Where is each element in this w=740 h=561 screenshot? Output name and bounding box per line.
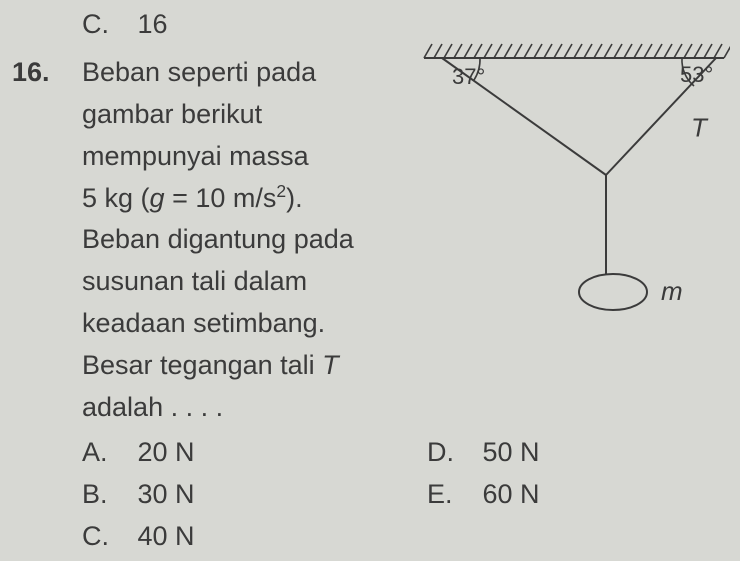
stem-line: Beban seperti pada <box>82 52 412 94</box>
option-label: C. <box>82 516 130 558</box>
stem-line: 5 kg (g = 10 m/s2). <box>82 178 412 220</box>
option-value: 50 N <box>483 437 540 467</box>
question-number: 16. <box>12 52 50 94</box>
physics-diagram: 37° 53° Tm <box>418 40 730 340</box>
previous-option-row: C. 16 <box>82 4 168 46</box>
stem-line: Besar tegangan tali T <box>82 345 412 387</box>
option-a: A. 20 N <box>82 432 195 474</box>
svg-text:T: T <box>691 113 709 143</box>
option-label: A. <box>82 432 130 474</box>
var-g: g <box>150 183 165 213</box>
stem-text: = 10 m/s <box>165 183 277 213</box>
page: C. 16 16. Beban seperti pada gambar beri… <box>0 0 740 561</box>
option-label: D. <box>427 432 475 474</box>
stem-line: susunan tali dalam <box>82 261 412 303</box>
svg-text:53°: 53° <box>680 62 713 87</box>
stem-text: 5 kg ( <box>82 183 150 213</box>
option-b: B. 30 N <box>82 474 195 516</box>
option-label: E. <box>427 474 475 516</box>
option-d: D. 50 N <box>427 432 540 474</box>
var-T: T <box>322 350 339 380</box>
stem-text: Besar tegangan tali <box>82 350 322 380</box>
stem-line: adalah . . . . <box>82 387 412 429</box>
question-stem: Beban seperti pada gambar berikut mempun… <box>82 52 412 429</box>
options-col-right: D. 50 N E. 60 N <box>427 432 540 516</box>
prev-option-value: 16 <box>138 9 168 39</box>
stem-text: ). <box>286 183 303 213</box>
option-value: 40 N <box>138 521 195 551</box>
svg-text:m: m <box>661 276 683 306</box>
diagram-svg: 37° 53° Tm <box>418 40 730 340</box>
exponent: 2 <box>276 181 286 201</box>
stem-line: keadaan setimbang. <box>82 303 412 345</box>
stem-line: gambar berikut <box>82 94 412 136</box>
stem-line: mempunyai massa <box>82 136 412 178</box>
option-label: B. <box>82 474 130 516</box>
stem-line: Beban digantung pada <box>82 219 412 261</box>
options-col-left: A. 20 N B. 30 N C. 40 N <box>82 432 195 558</box>
svg-text:37°: 37° <box>452 64 485 89</box>
prev-option-label: C. <box>82 4 130 46</box>
option-value: 60 N <box>483 479 540 509</box>
option-e: E. 60 N <box>427 474 540 516</box>
option-value: 20 N <box>138 437 195 467</box>
option-value: 30 N <box>138 479 195 509</box>
option-c: C. 40 N <box>82 516 195 558</box>
